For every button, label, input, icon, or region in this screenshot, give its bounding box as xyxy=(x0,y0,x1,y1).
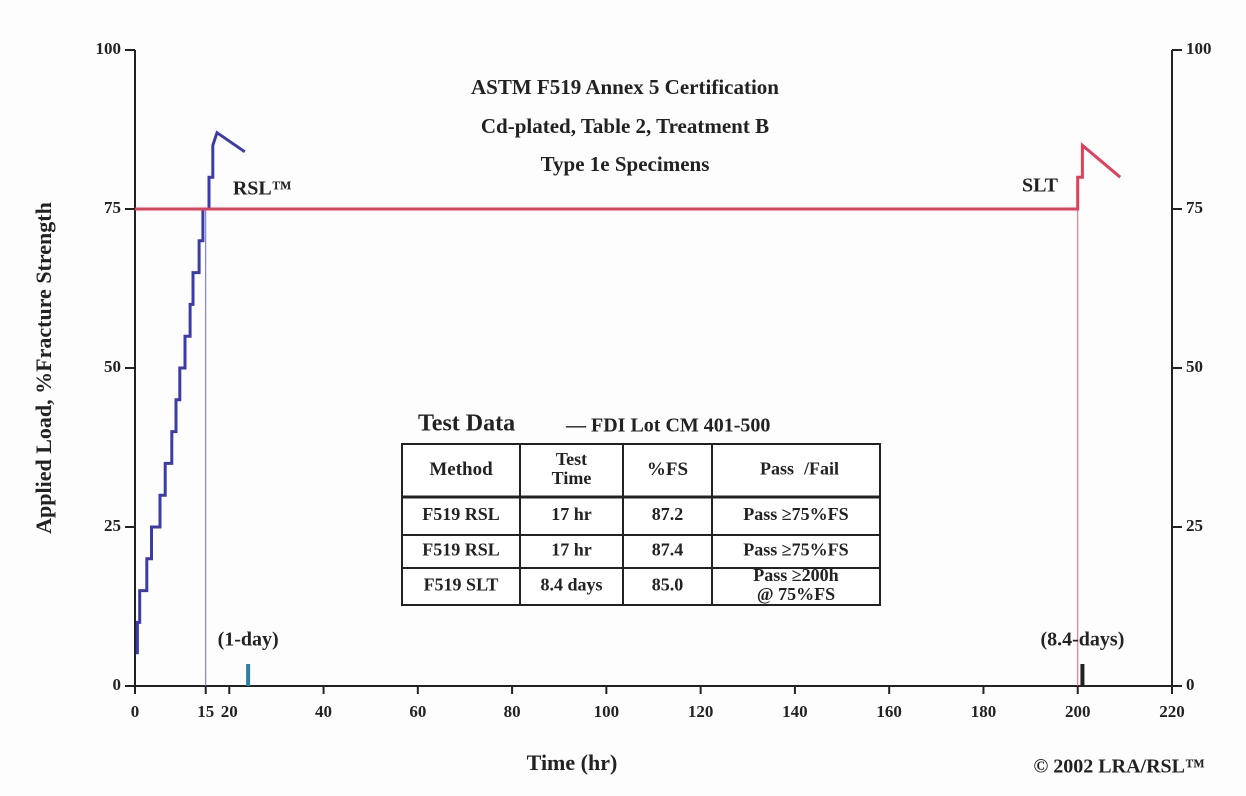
x-tick-label: 200 xyxy=(1065,702,1091,721)
table-cell: Pass ≥75%FS xyxy=(743,504,848,524)
x-tick-label: 220 xyxy=(1159,702,1185,721)
table-cell: Time xyxy=(552,468,592,488)
marker-label: (1-day) xyxy=(218,629,279,651)
annotation: SLT xyxy=(1022,174,1059,196)
table-cell: %FS xyxy=(647,459,688,480)
table-cell: 17 hr xyxy=(551,504,592,524)
table-cell: 8.4 days xyxy=(540,575,602,595)
table-cell: 87.2 xyxy=(652,504,684,524)
x-axis-label: Time (hr) xyxy=(527,750,618,775)
annotation: RSL™ xyxy=(233,178,292,200)
table-cell: Test xyxy=(556,449,587,469)
series-line xyxy=(135,142,1122,211)
y-axis-label: Applied Load, %Fracture Strength xyxy=(31,202,56,534)
table-header: /Fail xyxy=(803,459,839,479)
y2-tick-label: 0 xyxy=(1186,675,1195,694)
x-tick-label: 0 xyxy=(131,702,140,721)
chart-title: Type 1e Specimens xyxy=(541,152,710,176)
y2-tick-label: 100 xyxy=(1186,39,1212,58)
chart-title: Cd-plated, Table 2, Treatment B xyxy=(481,114,769,138)
table-header: Pass xyxy=(760,459,794,479)
y-tick-label: 0 xyxy=(113,675,122,694)
table-cell: @ 75%FS xyxy=(757,584,835,604)
y2-tick-label: 25 xyxy=(1186,516,1203,535)
x-tick-label: 80 xyxy=(504,702,521,721)
footer: © 2002 LRA/RSL™ xyxy=(1033,756,1205,778)
y2-tick-label: 75 xyxy=(1186,198,1203,217)
table-cell: F519 RSL xyxy=(422,504,500,524)
x-tick-label: 140 xyxy=(782,702,808,721)
table-cell: 87.4 xyxy=(652,540,684,560)
chart-title: ASTM F519 Annex 5 Certification xyxy=(471,75,779,99)
x-tick-label: 120 xyxy=(688,702,714,721)
x-tick-label: 60 xyxy=(409,702,426,721)
x-tick-label: 180 xyxy=(971,702,997,721)
x-tick-label: 40 xyxy=(315,702,332,721)
marker-label: (8.4-days) xyxy=(1040,629,1124,651)
x-tick-label: 160 xyxy=(876,702,902,721)
table-subtitle: — FDI Lot CM 401-500 xyxy=(565,415,770,437)
table-cell: 85.0 xyxy=(652,575,684,595)
y2-tick-label: 50 xyxy=(1186,357,1203,376)
table-cell: 17 hr xyxy=(551,540,592,560)
y-tick-label: 100 xyxy=(96,39,122,58)
table-title: Test Data xyxy=(418,411,515,437)
y-tick-label: 25 xyxy=(104,516,121,535)
x-tick-label: 20 xyxy=(221,702,238,721)
y-tick-label: 75 xyxy=(104,198,121,217)
table-cell: Pass ≥75%FS xyxy=(743,540,848,560)
time-marker xyxy=(246,664,251,686)
table-cell: F519 SLT xyxy=(424,575,499,595)
table-border xyxy=(401,443,881,606)
table-cell: Method xyxy=(429,459,493,480)
table-cell: Pass ≥200h xyxy=(753,565,838,585)
x-tick-label: 15 xyxy=(197,702,214,721)
y-tick-label: 50 xyxy=(104,357,121,376)
time-marker xyxy=(1080,664,1085,686)
table-cell: F519 RSL xyxy=(422,540,500,560)
x-tick-label: 100 xyxy=(594,702,620,721)
